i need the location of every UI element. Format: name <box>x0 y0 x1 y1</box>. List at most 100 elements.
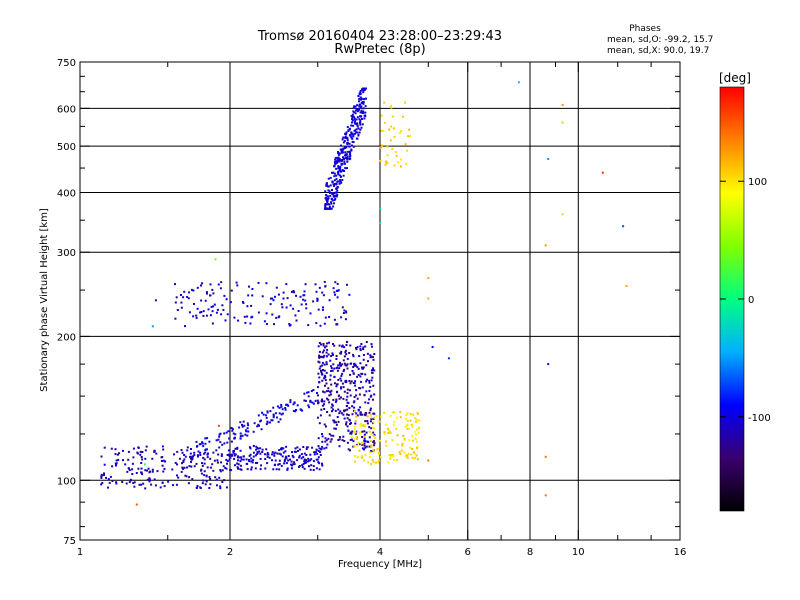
data-point <box>361 454 364 457</box>
data-point <box>416 447 419 450</box>
data-point <box>145 445 148 448</box>
data-point <box>248 285 250 288</box>
data-point <box>317 456 320 459</box>
data-point <box>239 435 242 438</box>
data-point <box>215 449 218 452</box>
data-point <box>334 400 337 403</box>
data-point <box>405 162 407 165</box>
data-point <box>298 448 301 451</box>
data-point <box>234 447 237 450</box>
data-point <box>358 100 360 103</box>
data-point <box>332 205 335 208</box>
data-point <box>195 316 198 319</box>
data-point <box>195 314 198 317</box>
data-point <box>242 420 245 423</box>
data-point <box>226 462 228 465</box>
data-point <box>409 135 411 138</box>
data-point <box>391 411 394 414</box>
data-point <box>356 116 359 119</box>
data-point <box>359 345 362 348</box>
data-point <box>352 124 355 127</box>
data-point <box>233 458 236 460</box>
data-point <box>142 482 145 485</box>
data-point <box>330 367 333 370</box>
data-point <box>561 103 564 106</box>
data-point <box>361 441 364 444</box>
data-point <box>278 459 281 462</box>
data-point <box>318 468 321 471</box>
data-point <box>103 472 105 475</box>
data-point <box>307 324 310 327</box>
data-point <box>340 162 343 165</box>
data-point <box>372 461 375 463</box>
data-point <box>238 426 241 429</box>
data-point <box>274 412 277 415</box>
data-point <box>387 429 390 432</box>
data-point <box>111 480 114 482</box>
data-point <box>363 448 365 451</box>
data-point <box>334 158 337 161</box>
data-point <box>355 394 358 397</box>
data-point <box>370 427 373 430</box>
data-point <box>246 305 249 308</box>
data-point <box>266 411 269 414</box>
data-point <box>210 466 212 469</box>
data-point <box>403 451 406 454</box>
data-point <box>335 187 338 190</box>
data-point <box>263 320 266 323</box>
data-point <box>266 455 269 458</box>
data-point <box>386 154 389 157</box>
data-point <box>250 466 253 469</box>
data-point <box>278 406 281 409</box>
data-point <box>320 355 322 358</box>
data-point <box>399 410 402 413</box>
data-point <box>362 107 365 110</box>
data-point <box>225 431 228 434</box>
data-point <box>278 449 281 452</box>
y-tick-label: 600 <box>57 104 76 115</box>
data-point <box>408 128 411 131</box>
data-point <box>337 439 340 441</box>
data-point <box>151 468 154 471</box>
data-point <box>390 455 393 458</box>
data-point <box>373 369 376 372</box>
data-point <box>333 195 336 198</box>
data-point <box>292 410 295 412</box>
data-point <box>334 157 337 160</box>
data-point <box>349 152 351 155</box>
data-point <box>277 293 280 296</box>
data-point <box>354 422 357 425</box>
data-point <box>278 463 281 465</box>
data-point <box>202 456 205 459</box>
data-point <box>223 479 226 482</box>
data-point <box>252 455 255 458</box>
data-point <box>254 467 257 470</box>
data-point <box>393 127 395 130</box>
data-point <box>316 458 319 461</box>
data-point <box>318 356 321 359</box>
data-point <box>325 198 328 201</box>
data-point <box>341 151 344 154</box>
data-point <box>236 446 239 449</box>
data-point <box>350 124 353 127</box>
x-tick-label: 8 <box>527 547 533 558</box>
data-point <box>321 404 324 407</box>
data-point <box>209 294 211 297</box>
data-point <box>237 463 240 466</box>
data-point <box>347 448 350 451</box>
data-point <box>333 318 336 321</box>
data-point <box>335 399 338 402</box>
data-point <box>225 467 228 470</box>
data-point <box>317 360 320 363</box>
data-point <box>278 452 281 455</box>
data-point <box>208 476 211 478</box>
data-point <box>366 352 369 355</box>
data-point <box>338 168 341 171</box>
data-point <box>359 443 362 446</box>
data-point <box>233 316 236 319</box>
data-point <box>216 459 219 462</box>
data-point <box>363 435 366 438</box>
data-point <box>140 471 142 474</box>
data-point <box>302 446 305 448</box>
data-point <box>342 147 345 150</box>
